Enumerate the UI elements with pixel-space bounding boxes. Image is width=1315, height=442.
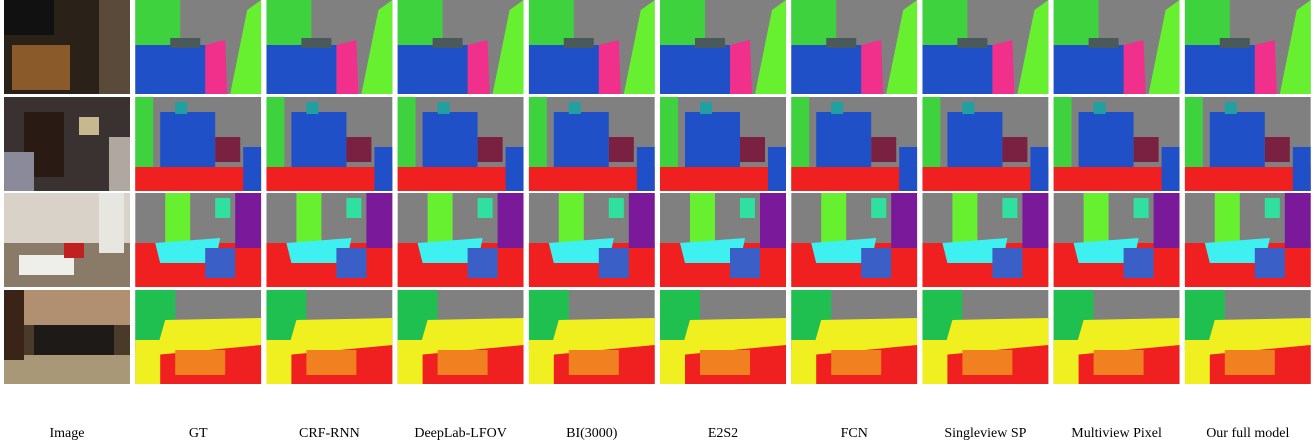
segmentation	[1053, 0, 1180, 94]
column-label: Singleview SP	[944, 426, 1026, 441]
segmentation	[922, 193, 1049, 287]
photo	[4, 0, 130, 94]
segmentation	[922, 0, 1049, 94]
column-labels: Image GT CRF-RNN DeepLab-LFOV BI(3000) E2S2 FC…	[50, 426, 1290, 441]
column-label: GT	[189, 426, 208, 441]
segmentation	[528, 193, 655, 287]
segmentation	[135, 290, 262, 384]
segmentation	[528, 290, 655, 384]
segmentation	[528, 97, 655, 191]
segmentation	[660, 290, 786, 384]
column-label: Image	[50, 426, 85, 441]
segmentation	[397, 97, 524, 191]
segmentation	[922, 290, 1049, 384]
segmentation	[1184, 290, 1311, 384]
segmentation	[266, 193, 393, 287]
segmentation	[660, 97, 786, 191]
segmentation	[397, 290, 524, 384]
segmentation	[1053, 290, 1180, 384]
column-label: FCN	[841, 426, 868, 441]
segmentation	[791, 290, 918, 384]
segmentation	[791, 0, 918, 94]
photo	[4, 97, 130, 191]
photo	[4, 290, 130, 384]
segmentation	[660, 0, 786, 94]
segmentation	[1184, 193, 1311, 287]
segmentation	[791, 193, 918, 287]
segmentation	[266, 0, 393, 94]
column-label: Our full model	[1206, 426, 1289, 441]
segmentation	[266, 290, 393, 384]
segmentation	[1184, 97, 1311, 191]
segmentation	[791, 97, 918, 191]
image-grid	[4, 0, 1311, 384]
segmentation	[135, 193, 262, 287]
segmentation	[1184, 0, 1311, 94]
column-label: DeepLab-LFOV	[414, 426, 507, 441]
segmentation	[660, 193, 786, 287]
segmentation	[135, 0, 262, 94]
column-label: E2S2	[708, 426, 738, 441]
column-label: Multiview Pixel	[1071, 426, 1162, 441]
segmentation	[135, 97, 262, 191]
segmentation	[266, 97, 393, 191]
segmentation	[397, 193, 524, 287]
segmentation	[1053, 193, 1180, 287]
photo	[4, 193, 130, 287]
segmentation	[922, 97, 1049, 191]
segmentation	[1053, 97, 1180, 191]
segmentation	[397, 0, 524, 94]
segmentation	[528, 0, 655, 94]
column-label: BI(3000)	[566, 426, 618, 441]
column-label: CRF-RNN	[299, 426, 360, 441]
